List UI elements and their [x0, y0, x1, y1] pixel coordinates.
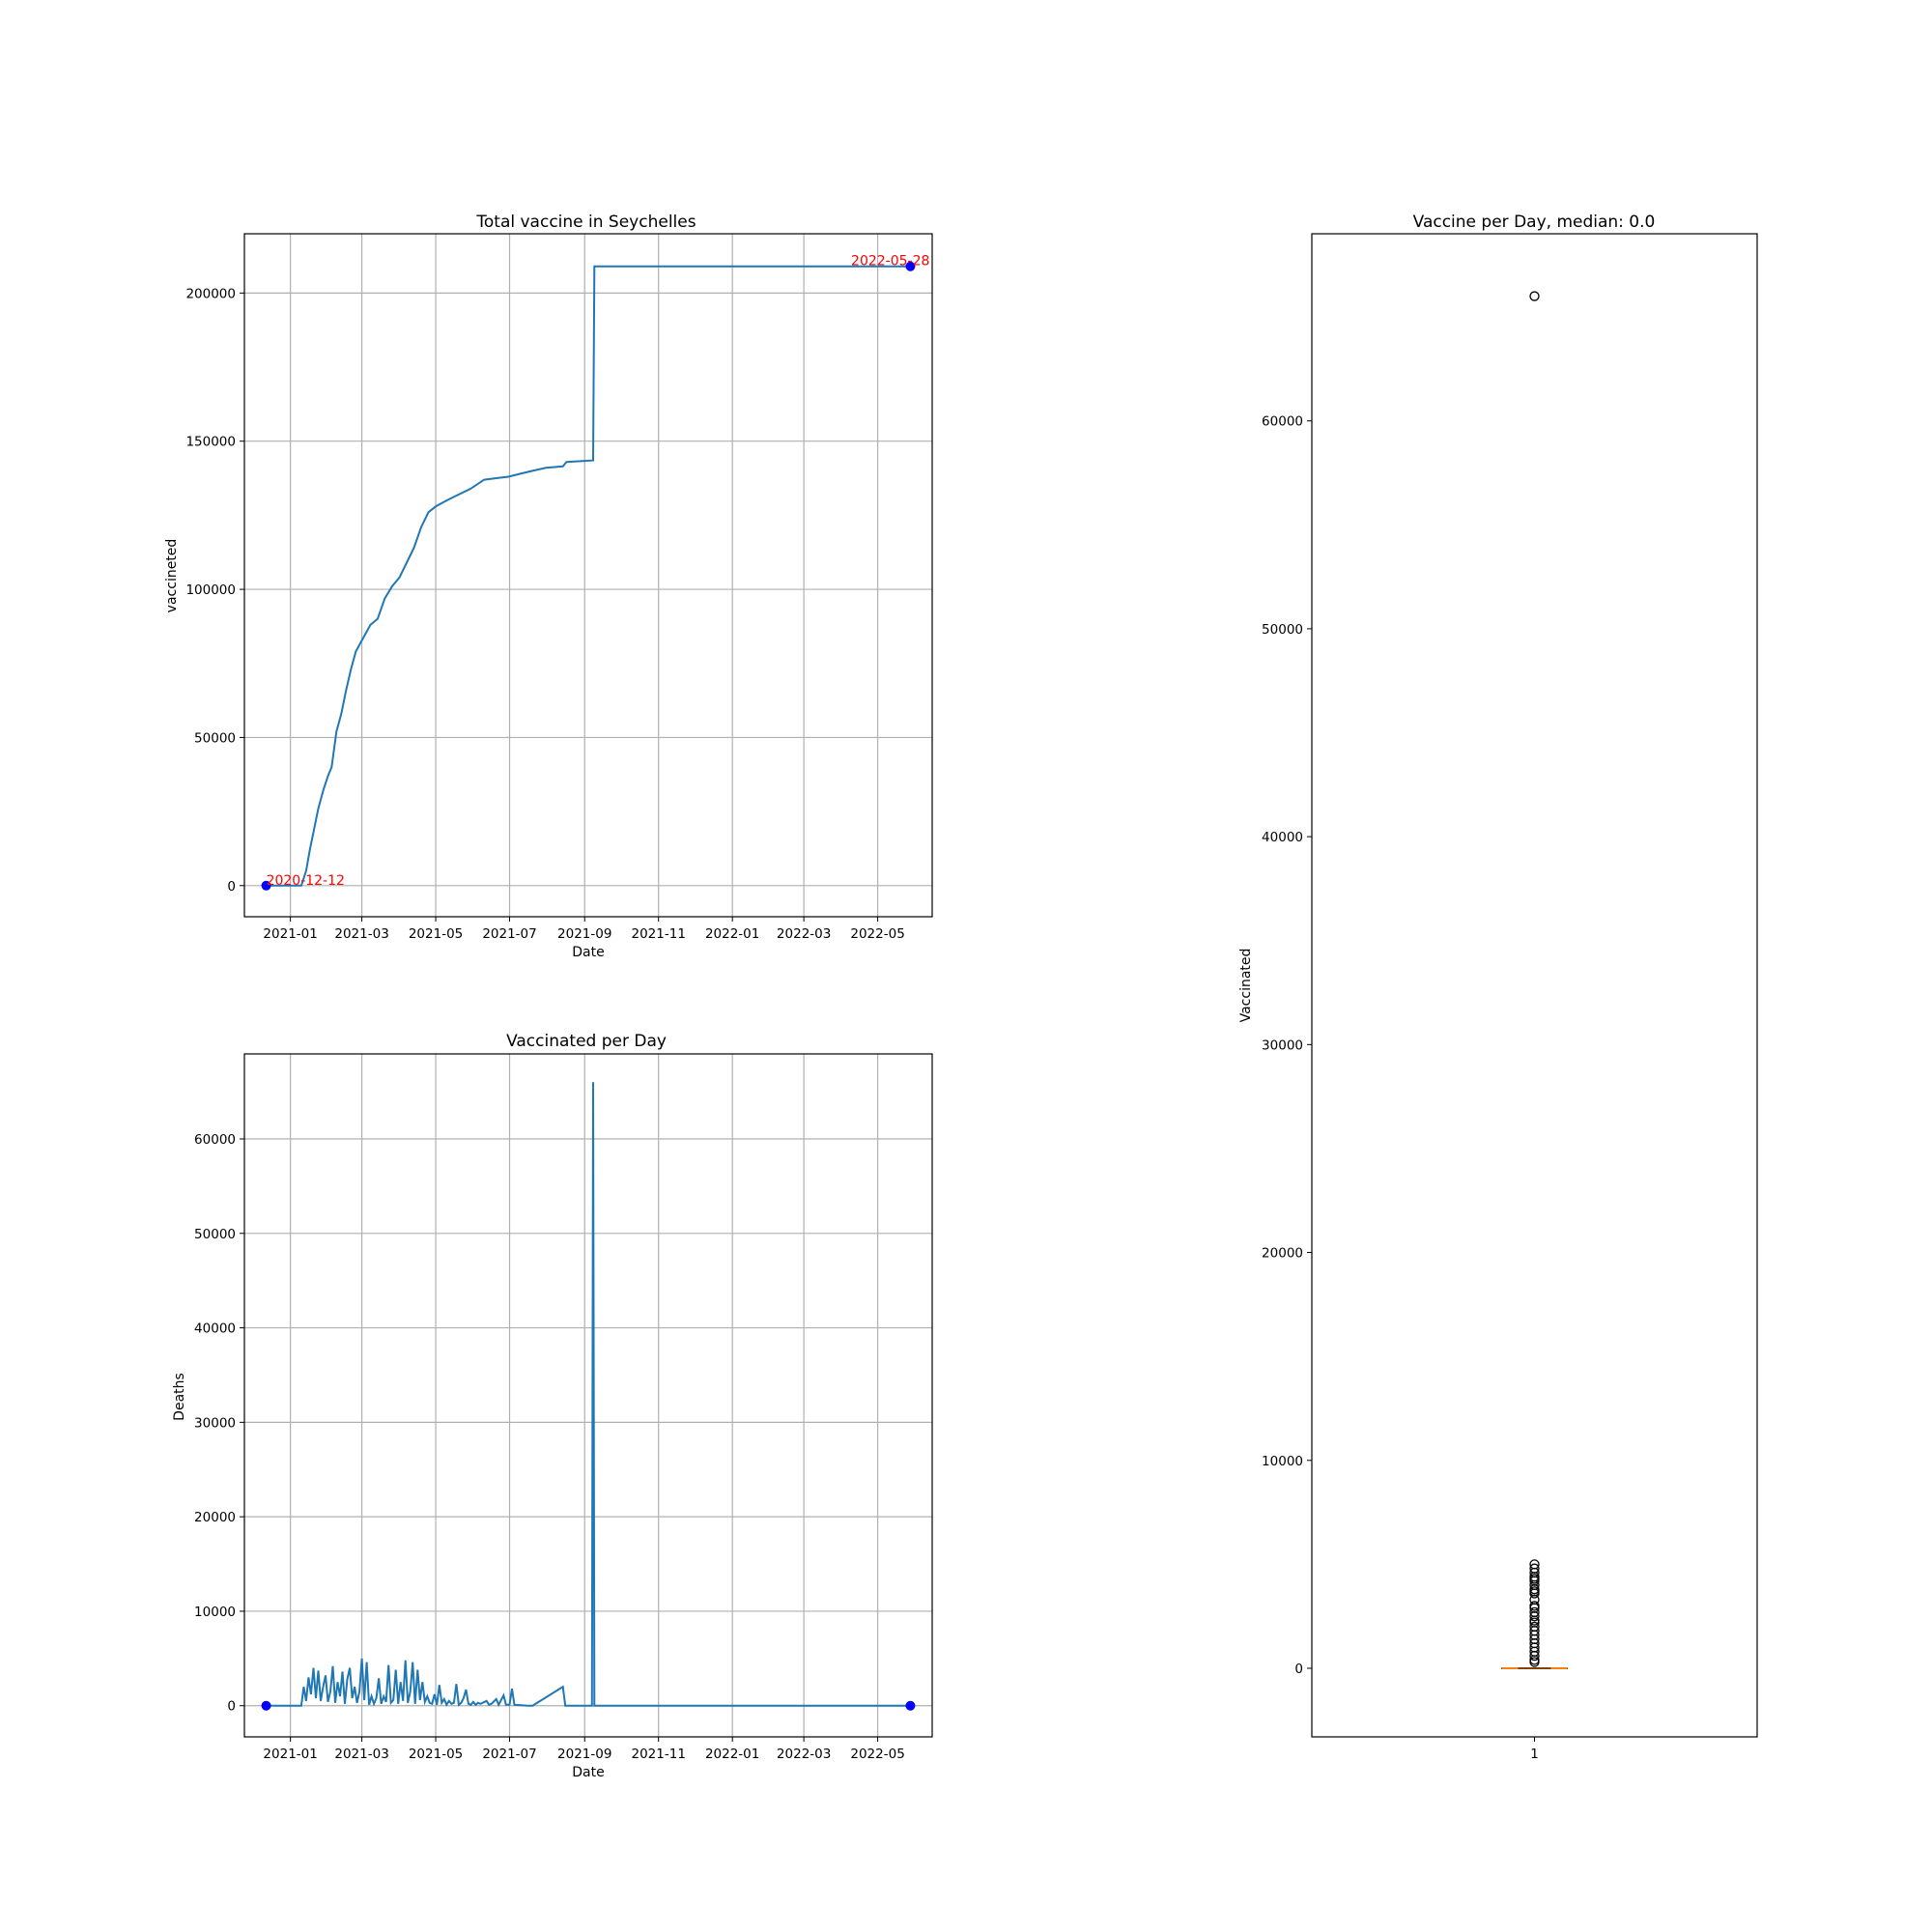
x-tick-label: 2021-11: [632, 1747, 686, 1762]
outlier-point: [1529, 291, 1540, 301]
axis-ticks: 0 10000 20000 30000 40000 50000 60000 1: [1262, 414, 1539, 1762]
y-tick-label: 50000: [194, 730, 236, 746]
panel-total-vaccine: Total vaccine in Seychelles 2021-01 2021-…: [164, 213, 933, 960]
y-tick-label: 60000: [194, 1132, 236, 1148]
y-tick-label: 20000: [1262, 1246, 1303, 1262]
x-tick-label: 2021-01: [263, 1747, 317, 1762]
grid-lines: [244, 1054, 932, 1737]
y-tick-label: 40000: [1262, 830, 1303, 845]
endpoint-markers: [261, 1700, 916, 1711]
endpoint-marker: [905, 261, 916, 271]
annotation-end-date: 2022-05-28: [851, 254, 929, 270]
plot-frame: [243, 233, 933, 918]
x-axis-label: Date: [572, 945, 604, 960]
y-axis-label: Deaths: [172, 1373, 187, 1421]
x-axis-label: Date: [572, 1765, 604, 1780]
panel-boxplot: Vaccine per Day, median: 0.0 0 10000 20000…: [1238, 213, 1758, 1762]
y-tick-label: 10000: [194, 1605, 236, 1620]
x-tick-label: 2022-01: [705, 1747, 759, 1762]
plot-frame: [1311, 233, 1758, 1738]
x-tick-label: 2021-01: [263, 926, 317, 942]
y-tick-label: 20000: [194, 1510, 236, 1525]
x-tick-label: 2021-11: [632, 926, 686, 942]
y-tick-label: 60000: [1262, 414, 1303, 430]
x-tick-label: 2022-03: [777, 1747, 831, 1762]
x-tick-label: 2021-05: [409, 1747, 463, 1762]
x-tick-label: 2021-03: [334, 1747, 388, 1762]
x-tick-label: 2022-03: [777, 926, 831, 942]
plot-frame: [243, 1053, 933, 1738]
y-tick-label: 30000: [1262, 1037, 1303, 1053]
outlier-point: [1529, 1611, 1540, 1622]
y-tick-label: 30000: [194, 1415, 236, 1431]
outlier-point: [1529, 1657, 1540, 1667]
total-vaccine-series-line: [266, 265, 911, 887]
x-tick-label: 1: [1530, 1747, 1539, 1762]
x-tick-label: 2021-07: [482, 1747, 536, 1762]
axis-ticks: 2021-01 2021-03 2021-05 2021-07 2021-09 2021-…: [185, 286, 904, 942]
y-tick-label: 100000: [185, 582, 236, 598]
chart-title-total-vaccine: Total vaccine in Seychelles: [475, 213, 696, 232]
box-plot: [1501, 291, 1568, 1669]
chart-title-boxplot: Vaccine per Day, median: 0.0: [1413, 213, 1656, 232]
x-tick-label: 2021-07: [482, 926, 536, 942]
endpoint-marker: [261, 880, 271, 891]
endpoint-marker: [261, 1700, 271, 1711]
x-tick-label: 2021-09: [557, 1747, 611, 1762]
outlier-point: [1529, 1650, 1540, 1662]
y-tick-label: 0: [227, 879, 236, 895]
y-tick-label: 50000: [1262, 622, 1303, 638]
y-tick-label: 0: [227, 1699, 236, 1715]
y-tick-label: 50000: [194, 1227, 236, 1242]
axis-ticks: 2021-01 2021-03 2021-05 2021-07 2021-09 2021-…: [194, 1132, 905, 1762]
x-tick-label: 2022-01: [705, 926, 759, 942]
x-tick-label: 2022-05: [850, 1747, 904, 1762]
endpoint-marker: [905, 1700, 916, 1711]
y-tick-label: 200000: [185, 286, 236, 301]
outlier-point: [1529, 1588, 1540, 1599]
y-tick-label: 40000: [194, 1321, 236, 1337]
annotation-start-date: 2020-12-12: [267, 873, 345, 889]
y-tick-label: 10000: [1262, 1454, 1303, 1469]
x-tick-label: 2022-05: [850, 926, 904, 942]
x-tick-label: 2021-09: [557, 926, 611, 942]
x-tick-label: 2021-03: [334, 926, 388, 942]
y-axis-label: vaccineted: [164, 539, 180, 613]
x-tick-label: 2021-05: [409, 926, 463, 942]
grid-lines: [244, 234, 932, 917]
y-tick-label: 0: [1294, 1662, 1303, 1677]
outlier-point: [1529, 1586, 1540, 1597]
y-tick-label: 150000: [185, 435, 236, 450]
chart-title-vaccinated-per-day: Vaccinated per Day: [506, 1032, 667, 1051]
panel-vaccinated-per-day: Vaccinated per Day 2021-01 2021-03 2021-05…: [172, 1032, 933, 1780]
vaccinated-per-day-series-line: [266, 1082, 911, 1708]
endpoint-markers: [261, 261, 916, 891]
y-axis-label: Vaccinated: [1238, 949, 1254, 1023]
